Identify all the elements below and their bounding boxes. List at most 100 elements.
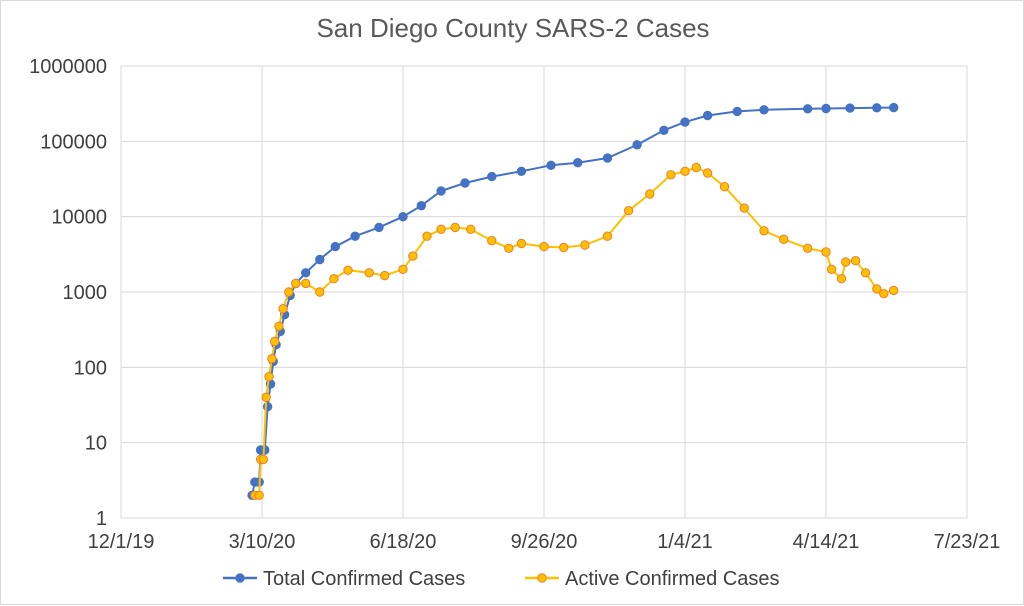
grid-lines: [120, 65, 968, 519]
legend-item-total-confirmed-cases: Total Confirmed Cases: [223, 568, 465, 590]
total-confirmed-cases-point: [416, 201, 426, 211]
chart-title: San Diego County SARS-2 Cases: [316, 13, 709, 43]
active-confirmed-cases-point: [261, 392, 271, 402]
x-tick-label: 3/10/20: [229, 531, 296, 553]
legend-label: Active Confirmed Cases: [565, 568, 780, 590]
total-confirmed-cases-point: [573, 158, 583, 168]
active-confirmed-cases-point: [408, 251, 418, 261]
active-confirmed-cases-point: [680, 166, 690, 177]
active-confirmed-cases-point: [450, 222, 460, 233]
total-confirmed-cases-point: [436, 186, 446, 196]
total-confirmed-cases-point: [602, 153, 613, 163]
active-confirmed-cases-point: [264, 372, 274, 382]
active-confirmed-cases-point: [803, 243, 813, 254]
active-confirmed-cases-point: [645, 189, 655, 199]
total-confirmed-cases-series: [247, 102, 899, 500]
active-confirmed-cases-point: [258, 454, 269, 465]
legend-swatch-marker: [537, 573, 547, 583]
total-confirmed-cases-point: [516, 166, 527, 177]
active-confirmed-cases-point: [826, 264, 837, 274]
total-confirmed-cases-point: [460, 178, 470, 188]
active-confirmed-cases-point: [759, 226, 769, 236]
active-confirmed-cases-point: [702, 168, 713, 178]
total-confirmed-cases-point: [301, 268, 311, 278]
total-confirmed-cases-point: [732, 106, 742, 117]
y-tick-label: 1000: [63, 282, 108, 304]
total-confirmed-cases-point: [680, 117, 690, 127]
active-confirmed-cases-point: [602, 231, 613, 241]
total-confirmed-cases-point: [803, 104, 813, 114]
active-confirmed-cases-point: [623, 206, 634, 216]
total-confirmed-cases-point: [487, 171, 497, 182]
active-confirmed-cases-point: [267, 354, 277, 364]
active-confirmed-cases-point: [719, 182, 730, 192]
active-confirmed-cases-point: [270, 336, 280, 347]
active-confirmed-cases-point: [315, 287, 325, 297]
total-confirmed-cases-point: [315, 254, 325, 265]
total-confirmed-cases-point: [659, 125, 669, 136]
legend-item-active-confirmed-cases: Active Confirmed Cases: [525, 568, 780, 590]
active-confirmed-cases-point: [739, 203, 749, 213]
active-confirmed-cases-point: [666, 170, 676, 180]
y-tick-label: 10: [85, 433, 107, 455]
total-confirmed-cases-line: [251, 106, 894, 496]
active-confirmed-cases-point: [850, 256, 861, 266]
active-confirmed-cases-point: [860, 268, 871, 278]
total-confirmed-cases-point: [702, 110, 713, 121]
active-confirmed-cases-point: [436, 224, 446, 235]
active-confirmed-cases-point: [691, 162, 701, 173]
total-confirmed-cases-point: [398, 212, 408, 222]
active-confirmed-cases-point: [466, 224, 476, 235]
active-confirmed-cases-point: [284, 287, 294, 297]
active-confirmed-cases-point: [559, 242, 569, 253]
active-confirmed-cases-point: [278, 304, 288, 314]
active-confirmed-cases-point: [301, 278, 311, 289]
total-confirmed-cases-point: [821, 103, 831, 114]
total-confirmed-cases-point: [350, 231, 360, 241]
active-confirmed-cases-point: [291, 278, 301, 289]
legend: Total Confirmed Cases Active Confirmed Ca…: [223, 568, 780, 590]
active-confirmed-cases-point: [487, 236, 497, 246]
active-confirmed-cases-point: [516, 238, 527, 249]
x-tick-label: 6/18/20: [370, 531, 437, 553]
active-confirmed-cases-point: [274, 321, 284, 331]
active-confirmed-cases-point: [821, 247, 831, 257]
active-confirmed-cases-point: [329, 274, 339, 284]
total-confirmed-cases-point: [759, 105, 769, 115]
y-tick-label: 1000000: [29, 56, 107, 78]
active-confirmed-cases-point: [254, 490, 264, 500]
active-confirmed-cases-point: [836, 274, 847, 284]
active-confirmed-cases-series: [250, 162, 899, 500]
x-tick-label: 12/1/19: [88, 531, 155, 553]
active-confirmed-cases-point: [364, 268, 374, 278]
total-confirmed-cases-point: [330, 241, 340, 252]
y-tick-label: 100: [74, 357, 107, 379]
active-confirmed-cases-point: [422, 231, 432, 241]
active-confirmed-cases-point: [841, 257, 851, 267]
total-confirmed-cases-point: [374, 222, 384, 233]
y-tick-label: 10000: [51, 207, 107, 229]
x-tick-label: 7/23/21: [934, 531, 1001, 553]
total-confirmed-cases-point: [872, 103, 882, 113]
active-confirmed-cases-point: [380, 270, 390, 281]
y-tick-label: 100000: [40, 131, 107, 153]
total-confirmed-cases-point: [845, 103, 855, 113]
y-axis-tick-labels: 1 10 100 1000 10000 100000 1000000: [29, 56, 107, 530]
x-tick-label: 4/14/21: [793, 531, 860, 553]
active-confirmed-cases-point: [580, 240, 590, 250]
active-confirmed-cases-point: [889, 285, 899, 296]
active-confirmed-cases-point: [779, 234, 789, 245]
active-confirmed-cases-point: [872, 284, 882, 294]
legend-label: Total Confirmed Cases: [263, 568, 465, 590]
active-confirmed-cases-point: [343, 265, 353, 275]
total-confirmed-cases-point: [632, 140, 642, 150]
total-confirmed-cases-point: [546, 160, 556, 171]
active-confirmed-cases-point: [398, 264, 408, 274]
x-tick-label: 1/4/21: [657, 531, 713, 553]
active-confirmed-cases-point: [504, 243, 514, 254]
x-tick-label: 9/26/20: [511, 531, 578, 553]
x-axis-tick-labels: 12/1/19 3/10/20 6/18/20 9/26/20 1/4/21 4/14/2…: [88, 531, 1001, 553]
total-confirmed-cases-point: [889, 102, 899, 113]
